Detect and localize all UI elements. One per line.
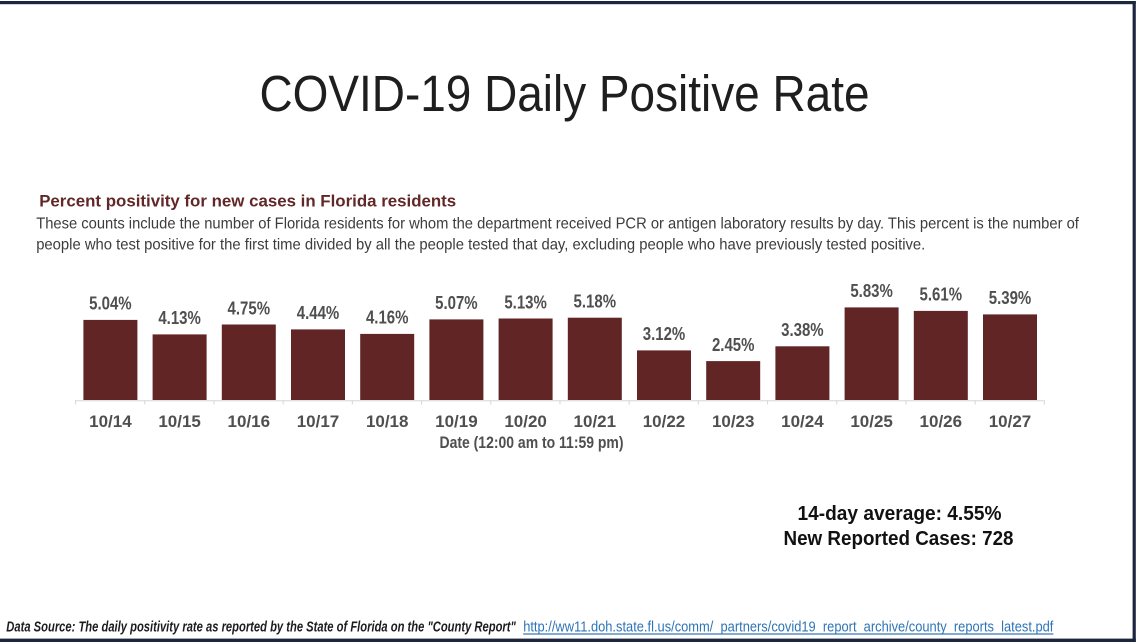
svg-text:people who test positive for t: people who test positive for the first t… [36,237,925,254]
svg-text:3.12%: 3.12% [643,324,686,344]
svg-text:10/25: 10/25 [850,412,893,431]
svg-text:10/21: 10/21 [574,412,617,431]
svg-text:COVID-19 Daily Positive Rate: COVID-19 Daily Positive Rate [260,65,870,122]
svg-text:10/24: 10/24 [781,412,824,431]
svg-text:These counts include the numbe: These counts include the number of Flori… [36,216,1079,233]
svg-text:5.61%: 5.61% [920,285,963,305]
svg-text:5.83%: 5.83% [850,281,893,301]
svg-text:5.39%: 5.39% [989,288,1032,308]
svg-text:3.38%: 3.38% [781,320,824,340]
svg-text:10/26: 10/26 [920,412,963,431]
svg-text:10/19: 10/19 [435,412,478,431]
svg-text:4.44%: 4.44% [297,303,340,323]
svg-text:5.04%: 5.04% [89,294,132,314]
svg-text:10/17: 10/17 [297,412,340,431]
svg-text:10/22: 10/22 [643,412,686,431]
svg-text:Date (12:00 am to 11:59 pm): Date (12:00 am to 11:59 pm) [440,433,624,452]
svg-text:10/20: 10/20 [504,412,547,431]
svg-text:Percent positivity for new cas: Percent positivity for new cases in Flor… [39,191,456,210]
svg-text:10/16: 10/16 [228,412,270,431]
svg-text:14-day average: 4.55%: 14-day average: 4.55% [798,503,1002,525]
svg-text:5.18%: 5.18% [574,292,617,312]
svg-text:5.07%: 5.07% [435,293,478,313]
svg-text:2.45%: 2.45% [712,335,755,355]
svg-text:10/23: 10/23 [712,412,755,431]
svg-text:http://ww11.doh.state.fl.us/co: http://ww11.doh.state.fl.us/comm/_partne… [523,619,1054,635]
svg-text:10/14: 10/14 [89,412,132,431]
svg-text:5.13%: 5.13% [504,292,547,312]
svg-text:10/27: 10/27 [989,412,1032,431]
svg-text:New Reported Cases: 728: New Reported Cases: 728 [784,528,1014,550]
svg-text:4.16%: 4.16% [366,308,409,328]
svg-text:4.75%: 4.75% [228,298,270,318]
svg-text:10/15: 10/15 [158,412,201,431]
svg-text:10/18: 10/18 [366,412,409,431]
svg-text:4.13%: 4.13% [158,308,201,328]
svg-text:Data Source: The daily positiv: Data Source: The daily positivity rate a… [6,619,516,635]
